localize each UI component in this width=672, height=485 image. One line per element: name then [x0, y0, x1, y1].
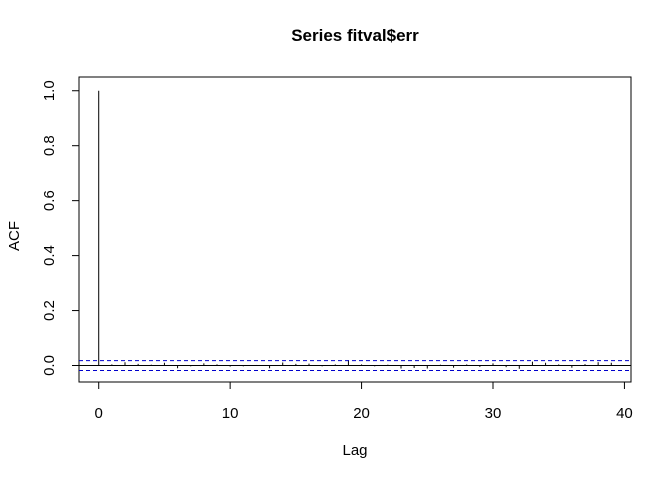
plot-frame: [78, 76, 632, 383]
y-tick-label: 0.4: [41, 245, 58, 266]
x-axis-label: Lag: [342, 442, 367, 459]
x-axis: 0 10 20 30 40: [95, 381, 633, 422]
acf-bars: [98, 90, 612, 369]
y-tick-label: 0.2: [41, 300, 58, 321]
x-tick-label: 10: [222, 405, 239, 422]
y-tick-label: 0.6: [41, 190, 58, 211]
chart-title: Series fitval$err: [291, 26, 419, 45]
y-axis: 0.0 0.2 0.4 0.6 0.8 1.0: [41, 80, 80, 376]
y-tick-label: 1.0: [41, 80, 58, 101]
x-tick-label: 40: [616, 405, 633, 422]
y-axis-label: ACF: [6, 221, 23, 251]
x-tick-label: 0: [95, 405, 103, 422]
x-tick-label: 30: [485, 405, 502, 422]
x-tick-label: 20: [353, 405, 370, 422]
y-tick-label: 0.0: [41, 355, 58, 376]
reference-lines: [79, 360, 631, 371]
y-tick-label: 0.8: [41, 135, 58, 156]
